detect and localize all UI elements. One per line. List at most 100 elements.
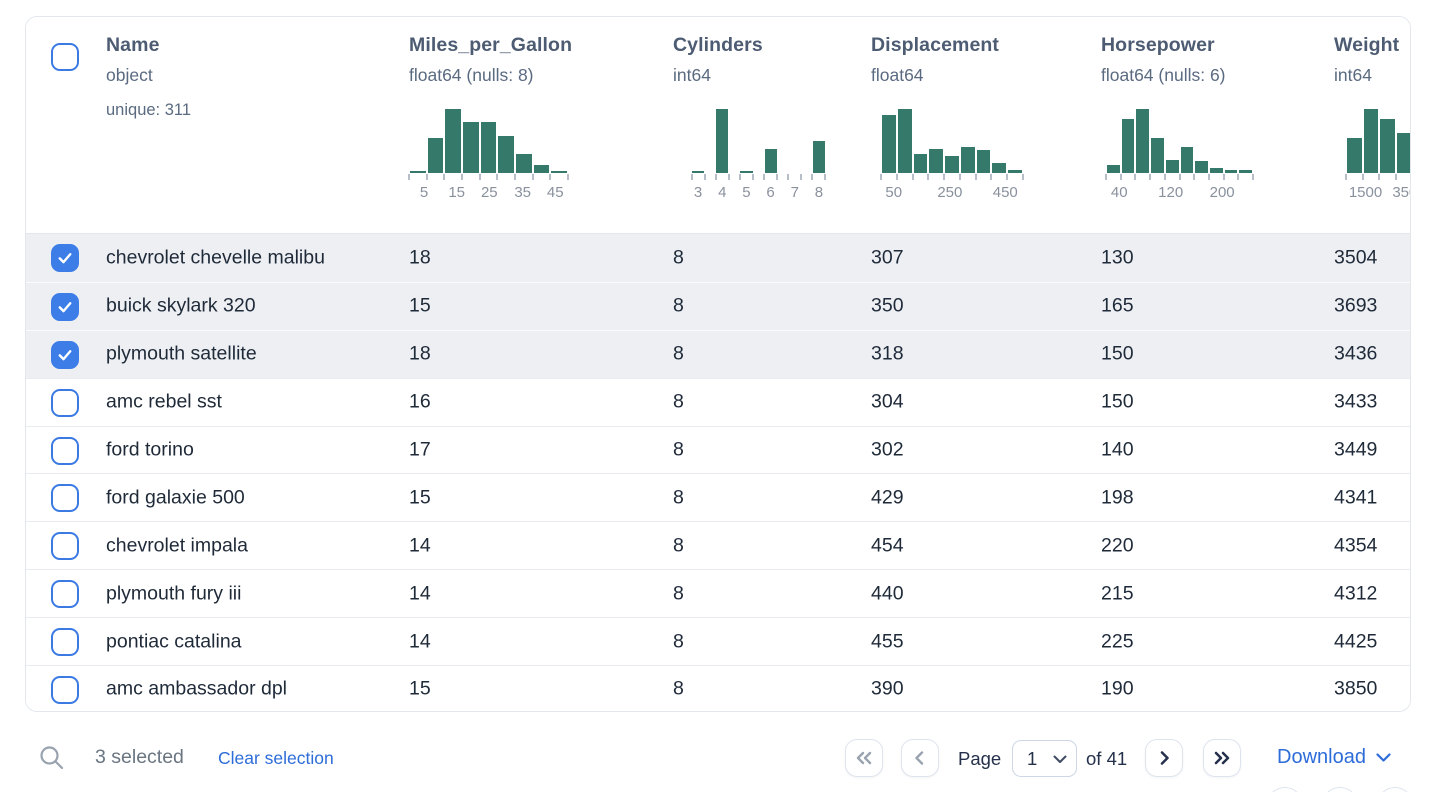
axis-tick	[787, 174, 790, 180]
histogram-bar	[1008, 170, 1023, 173]
last-page-button[interactable]	[1203, 739, 1241, 777]
cell-name: ford galaxie 500	[106, 486, 245, 509]
axis-tick-label: 25	[480, 184, 498, 201]
selected-count: 3 selected	[95, 746, 184, 768]
download-button[interactable]: Download	[1277, 746, 1391, 769]
check-icon	[58, 349, 72, 361]
axis-tick	[943, 174, 946, 180]
axis-tick-label: 250	[937, 184, 963, 201]
cell-value: 3504	[1334, 246, 1378, 269]
table-row[interactable]: chevrolet impala 14 8 454 220 4354	[26, 521, 1410, 570]
axis-tick	[776, 174, 779, 180]
chevron-down-icon	[1053, 755, 1067, 763]
column-title: Displacement	[871, 34, 999, 56]
row-checkbox[interactable]	[51, 676, 79, 705]
histogram-bar	[992, 163, 1007, 173]
axis-tick-label: 6	[766, 184, 775, 201]
clear-selection-link[interactable]: Clear selection	[218, 748, 334, 768]
cell-value: 165	[1101, 294, 1134, 317]
histogram-bar	[1151, 137, 1164, 173]
check-icon	[58, 301, 72, 313]
histogram-bar	[410, 171, 426, 173]
row-checkbox[interactable]	[51, 340, 79, 369]
axis-tick	[1163, 174, 1166, 180]
cell-name: amc ambassador dpl	[106, 677, 288, 700]
hidden-action-button[interactable]	[1322, 787, 1358, 792]
axis-tick	[1378, 174, 1381, 180]
histogram-bar	[764, 148, 777, 173]
next-page-button[interactable]	[1145, 739, 1183, 777]
table-row[interactable]: buick skylark 320 15 8 350 165 3693	[26, 281, 1410, 330]
histogram-horsepower[interactable]: 40 120 200	[1105, 109, 1254, 202]
column-title: Horsepower	[1101, 34, 1215, 56]
row-checkbox[interactable]	[51, 484, 79, 513]
cell-name: plymouth fury iii	[106, 582, 242, 605]
axis-tick	[460, 174, 463, 180]
row-checkbox[interactable]	[51, 628, 79, 657]
check-icon	[58, 253, 72, 264]
axis-tick	[425, 174, 428, 180]
histogram-bar	[716, 109, 729, 173]
first-page-button[interactable]	[845, 739, 883, 777]
table-row[interactable]: pontiac catalina 14 8 455 225 4425	[26, 617, 1410, 666]
cell-value: 16	[409, 390, 431, 413]
row-checkbox[interactable]	[51, 292, 79, 321]
axis-tick	[1134, 174, 1137, 180]
column-dtype: object	[106, 65, 153, 85]
axis-tick	[1149, 174, 1152, 180]
histogram-bar	[1195, 161, 1208, 173]
histogram-miles-per-gallon[interactable]: 5 15 25 35 45	[408, 109, 569, 202]
axis-tick-label: 1500	[1348, 184, 1383, 201]
cell-value: 3850	[1334, 677, 1378, 700]
cell-value: 8	[673, 534, 684, 557]
table-row[interactable]: amc ambassador dpl 15 8 390 190 3850	[26, 665, 1410, 711]
table-row[interactable]: ford galaxie 500 15 8 429 198 4341	[26, 473, 1410, 522]
hidden-action-button[interactable]	[1267, 787, 1303, 792]
row-checkbox[interactable]	[51, 532, 79, 561]
axis-tick	[880, 174, 882, 180]
table-row[interactable]: plymouth satellite 18 8 318 150 3436	[26, 329, 1410, 378]
column-header-weight: Weight int64	[1334, 34, 1399, 86]
histogram-bar	[551, 171, 568, 173]
axis-tick	[1022, 174, 1024, 180]
histogram-bar	[929, 148, 944, 173]
histogram-weight[interactable]: 1500 3500	[1345, 109, 1410, 202]
cell-value: 4354	[1334, 534, 1378, 557]
row-checkbox[interactable]	[51, 388, 79, 417]
cell-value: 130	[1101, 246, 1134, 269]
table-row[interactable]: amc rebel sst 16 8 304 150 3433	[26, 377, 1410, 426]
histogram-bar	[1107, 164, 1120, 173]
axis-tick	[1119, 174, 1122, 180]
histogram-bar	[498, 135, 515, 173]
previous-page-button[interactable]	[901, 739, 939, 777]
axis-tick-label: 200	[1209, 184, 1235, 201]
axis-tick-label: 5	[419, 184, 429, 201]
search-icon[interactable]	[38, 744, 65, 771]
dataframe-card: Name object unique: 311 Miles_per_Gallon flo…	[25, 16, 1411, 712]
hidden-action-button[interactable]	[1377, 787, 1413, 792]
histogram-bar	[533, 165, 550, 173]
row-checkbox[interactable]	[51, 436, 79, 465]
axis-tick-label: 120	[1158, 184, 1184, 201]
row-checkbox[interactable]	[51, 244, 79, 272]
column-header-miles-per-gallon: Miles_per_Gallon float64 (nulls: 8)	[409, 34, 572, 86]
axis-tick	[958, 174, 961, 180]
column-dtype: float64	[871, 65, 924, 85]
cell-value: 150	[1101, 342, 1134, 365]
row-checkbox[interactable]	[51, 580, 79, 609]
cell-value: 4341	[1334, 486, 1378, 509]
page-select[interactable]: 1	[1012, 740, 1077, 777]
histogram-bar	[1136, 109, 1150, 173]
table-row[interactable]: plymouth fury iii 14 8 440 215 4312	[26, 569, 1410, 618]
table-row[interactable]: ford torino 17 8 302 140 3449	[26, 425, 1410, 474]
histogram-displacement[interactable]: 50 250 450	[880, 109, 1024, 202]
cell-value: 215	[1101, 582, 1134, 605]
histogram-bar	[897, 109, 912, 173]
table-row[interactable]: chevrolet chevelle malibu 18 8 307 130 3504	[26, 234, 1410, 282]
axis-tick	[1252, 174, 1254, 180]
cell-value: 318	[871, 342, 904, 365]
histogram-bar	[1363, 109, 1379, 173]
select-all-checkbox[interactable]	[51, 43, 79, 71]
axis-tick	[1105, 174, 1107, 180]
